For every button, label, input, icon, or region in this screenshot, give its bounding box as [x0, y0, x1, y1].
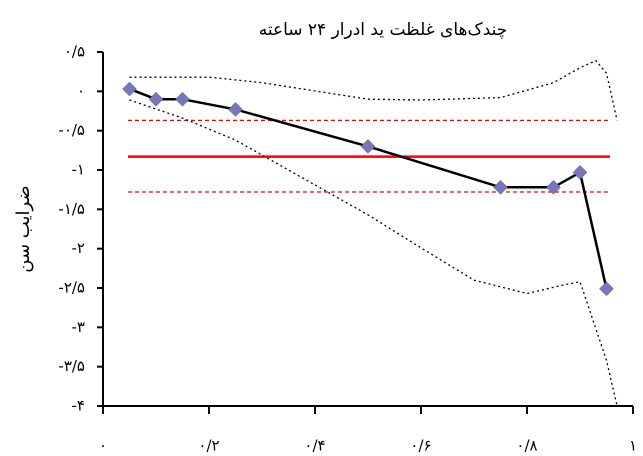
data-point	[175, 91, 190, 107]
y-axis-label: ضرایب سن	[13, 185, 34, 272]
data-point	[360, 139, 376, 154]
y-tick-label: -۳/۵	[58, 357, 85, 375]
y-tick-label: -۰/۵	[58, 121, 85, 139]
x-tick-label: ۰/۶	[410, 437, 431, 455]
y-tick-label: -۱/۵	[58, 200, 85, 218]
data-point	[546, 179, 561, 195]
data-point	[148, 91, 164, 107]
x-tick-label: ۰/۲	[198, 437, 219, 455]
data-point	[228, 102, 243, 117]
x-tick-label: ۱	[629, 437, 637, 455]
x-tick-label: ۰/۸	[516, 437, 537, 455]
chart-title: چندک‌های غلظت ید ادرار ۲۴ ساعته	[259, 20, 508, 40]
y-tick-label: ۰	[77, 82, 85, 100]
y-tick-label: -۳	[72, 318, 85, 336]
data-point	[122, 81, 137, 97]
data-point	[572, 165, 588, 180]
data-point	[599, 281, 614, 297]
y-tick-label: -۲	[72, 239, 85, 257]
y-tick-label: ۰/۵	[64, 43, 85, 61]
y-tick-label: -۱	[72, 161, 85, 179]
y-tick-label: -۴	[72, 397, 85, 415]
data-point	[493, 179, 508, 195]
x-tick-label: ۰	[99, 437, 107, 455]
x-tick-label: ۰/۴	[304, 437, 325, 455]
series-line	[129, 59, 618, 121]
series-line	[129, 87, 608, 290]
y-tick-label: -۲/۵	[58, 279, 85, 297]
